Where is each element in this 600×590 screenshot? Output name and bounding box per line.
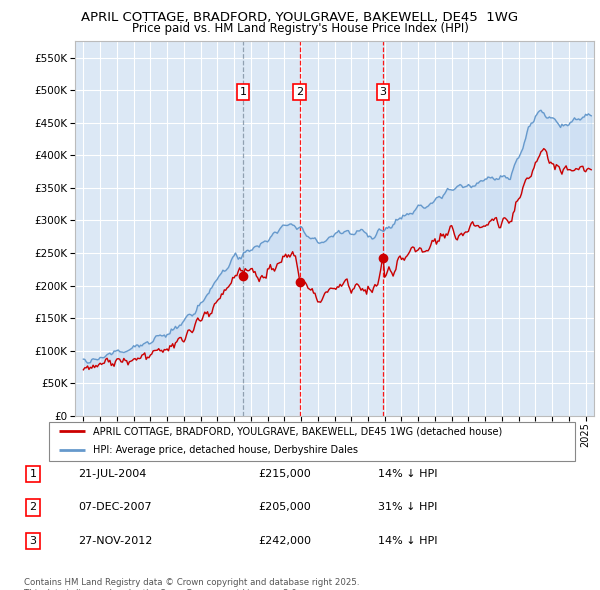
Text: 21-JUL-2004: 21-JUL-2004 bbox=[78, 469, 146, 478]
FancyBboxPatch shape bbox=[49, 422, 575, 461]
Text: 3: 3 bbox=[380, 87, 386, 97]
Text: 27-NOV-2012: 27-NOV-2012 bbox=[78, 536, 152, 546]
Text: Price paid vs. HM Land Registry's House Price Index (HPI): Price paid vs. HM Land Registry's House … bbox=[131, 22, 469, 35]
Text: 07-DEC-2007: 07-DEC-2007 bbox=[78, 503, 152, 512]
Text: 1: 1 bbox=[239, 87, 247, 97]
Text: 31% ↓ HPI: 31% ↓ HPI bbox=[378, 503, 437, 512]
Text: £215,000: £215,000 bbox=[258, 469, 311, 478]
Text: 1: 1 bbox=[29, 469, 37, 478]
Text: 14% ↓ HPI: 14% ↓ HPI bbox=[378, 536, 437, 546]
Text: £205,000: £205,000 bbox=[258, 503, 311, 512]
Text: 2: 2 bbox=[29, 503, 37, 512]
Text: £242,000: £242,000 bbox=[258, 536, 311, 546]
Text: 3: 3 bbox=[29, 536, 37, 546]
Text: APRIL COTTAGE, BRADFORD, YOULGRAVE, BAKEWELL, DE45 1WG (detached house): APRIL COTTAGE, BRADFORD, YOULGRAVE, BAKE… bbox=[93, 427, 502, 436]
Text: APRIL COTTAGE, BRADFORD, YOULGRAVE, BAKEWELL, DE45  1WG: APRIL COTTAGE, BRADFORD, YOULGRAVE, BAKE… bbox=[82, 11, 518, 24]
Text: 2: 2 bbox=[296, 87, 303, 97]
Text: 14% ↓ HPI: 14% ↓ HPI bbox=[378, 469, 437, 478]
Text: Contains HM Land Registry data © Crown copyright and database right 2025.
This d: Contains HM Land Registry data © Crown c… bbox=[24, 578, 359, 590]
Text: HPI: Average price, detached house, Derbyshire Dales: HPI: Average price, detached house, Derb… bbox=[93, 445, 358, 455]
